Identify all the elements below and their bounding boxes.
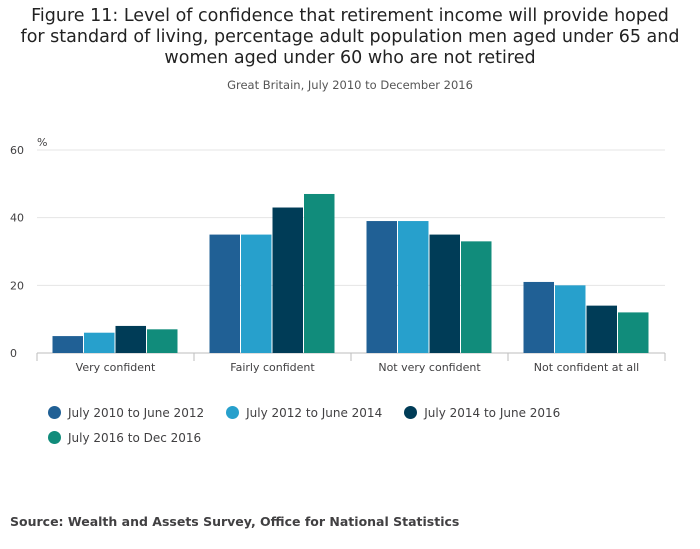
legend-swatch — [48, 406, 61, 419]
y-tick-label: 60 — [10, 144, 24, 157]
bar-1-2 — [84, 332, 115, 353]
bar-3-1 — [366, 221, 397, 353]
bar-4-2 — [555, 285, 586, 353]
bar-chart: % 0 20 40 60 Very confident Fairly confident No… — [10, 136, 666, 374]
bar-3-3 — [429, 234, 460, 353]
x-tick-label: Fairly confident — [230, 361, 315, 374]
bar-4-1 — [523, 281, 554, 353]
chart-title-line-2: for standard of living, percentage adult… — [20, 27, 680, 47]
chart-subtitle: Great Britain, July 2010 to December 201… — [227, 78, 473, 92]
y-tick-label: 20 — [10, 279, 24, 292]
legend-item: July 2014 to June 2016 — [404, 405, 560, 420]
legend-label: July 2014 to June 2016 — [424, 405, 561, 420]
legend-label: July 2010 to June 2012 — [68, 405, 205, 420]
x-tick-label: Very confident — [76, 361, 156, 374]
legend-label: July 2016 to Dec 2016 — [68, 430, 202, 445]
y-axis-label: % — [37, 136, 47, 149]
source-note: Source: Wealth and Assets Survey, Office… — [10, 514, 460, 529]
legend-item: July 2016 to Dec 2016 — [48, 430, 201, 445]
x-tick-label: Not very confident — [378, 361, 481, 374]
chart-title: Figure 11: Level of confidence that reti… — [10, 6, 690, 69]
bar-1-3 — [115, 325, 146, 353]
x-tick-label: Not confident at all — [534, 361, 639, 374]
legend-swatch — [48, 431, 61, 444]
bar-3-2 — [398, 221, 429, 353]
legend-label: July 2012 to June 2014 — [246, 405, 383, 420]
bar-1-4 — [147, 329, 178, 353]
bar-2-2 — [241, 234, 272, 353]
chart-title-line-3: women aged under 60 who are not retired — [164, 48, 536, 68]
chart-title-line-1: Figure 11: Level of confidence that reti… — [31, 6, 669, 26]
bar-2-1 — [209, 234, 240, 353]
bar-3-4 — [461, 241, 492, 353]
y-tick-label: 40 — [10, 212, 24, 225]
chart-legend: July 2010 to June 2012 July 2012 to June … — [48, 405, 668, 455]
bar-2-4 — [304, 193, 335, 353]
bar-4-4 — [618, 312, 649, 353]
legend-item: July 2010 to June 2012 — [48, 405, 204, 420]
legend-swatch — [226, 406, 240, 419]
bar-2-3 — [272, 207, 303, 353]
legend-swatch — [404, 406, 418, 419]
bar-1-1 — [52, 336, 83, 353]
bar-4-3 — [586, 305, 617, 353]
y-tick-label: 0 — [10, 347, 17, 360]
legend-item: July 2012 to June 2014 — [226, 405, 382, 420]
